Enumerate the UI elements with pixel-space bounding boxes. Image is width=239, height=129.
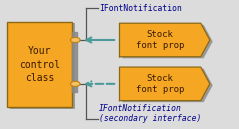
Text: Stock
font prop: Stock font prop — [136, 30, 184, 50]
Text: Your
control
class: Your control class — [19, 46, 60, 83]
FancyBboxPatch shape — [10, 23, 75, 109]
Polygon shape — [122, 69, 213, 102]
Text: Stock
font prop: Stock font prop — [136, 74, 184, 94]
Polygon shape — [72, 32, 77, 92]
Text: IFontNotification: IFontNotification — [99, 4, 182, 13]
Polygon shape — [120, 23, 210, 57]
Polygon shape — [120, 67, 210, 101]
FancyBboxPatch shape — [7, 22, 72, 107]
Polygon shape — [122, 25, 213, 58]
Circle shape — [71, 81, 80, 86]
Circle shape — [71, 37, 80, 43]
Text: IFontNotification
(secondary interface): IFontNotification (secondary interface) — [99, 104, 201, 123]
